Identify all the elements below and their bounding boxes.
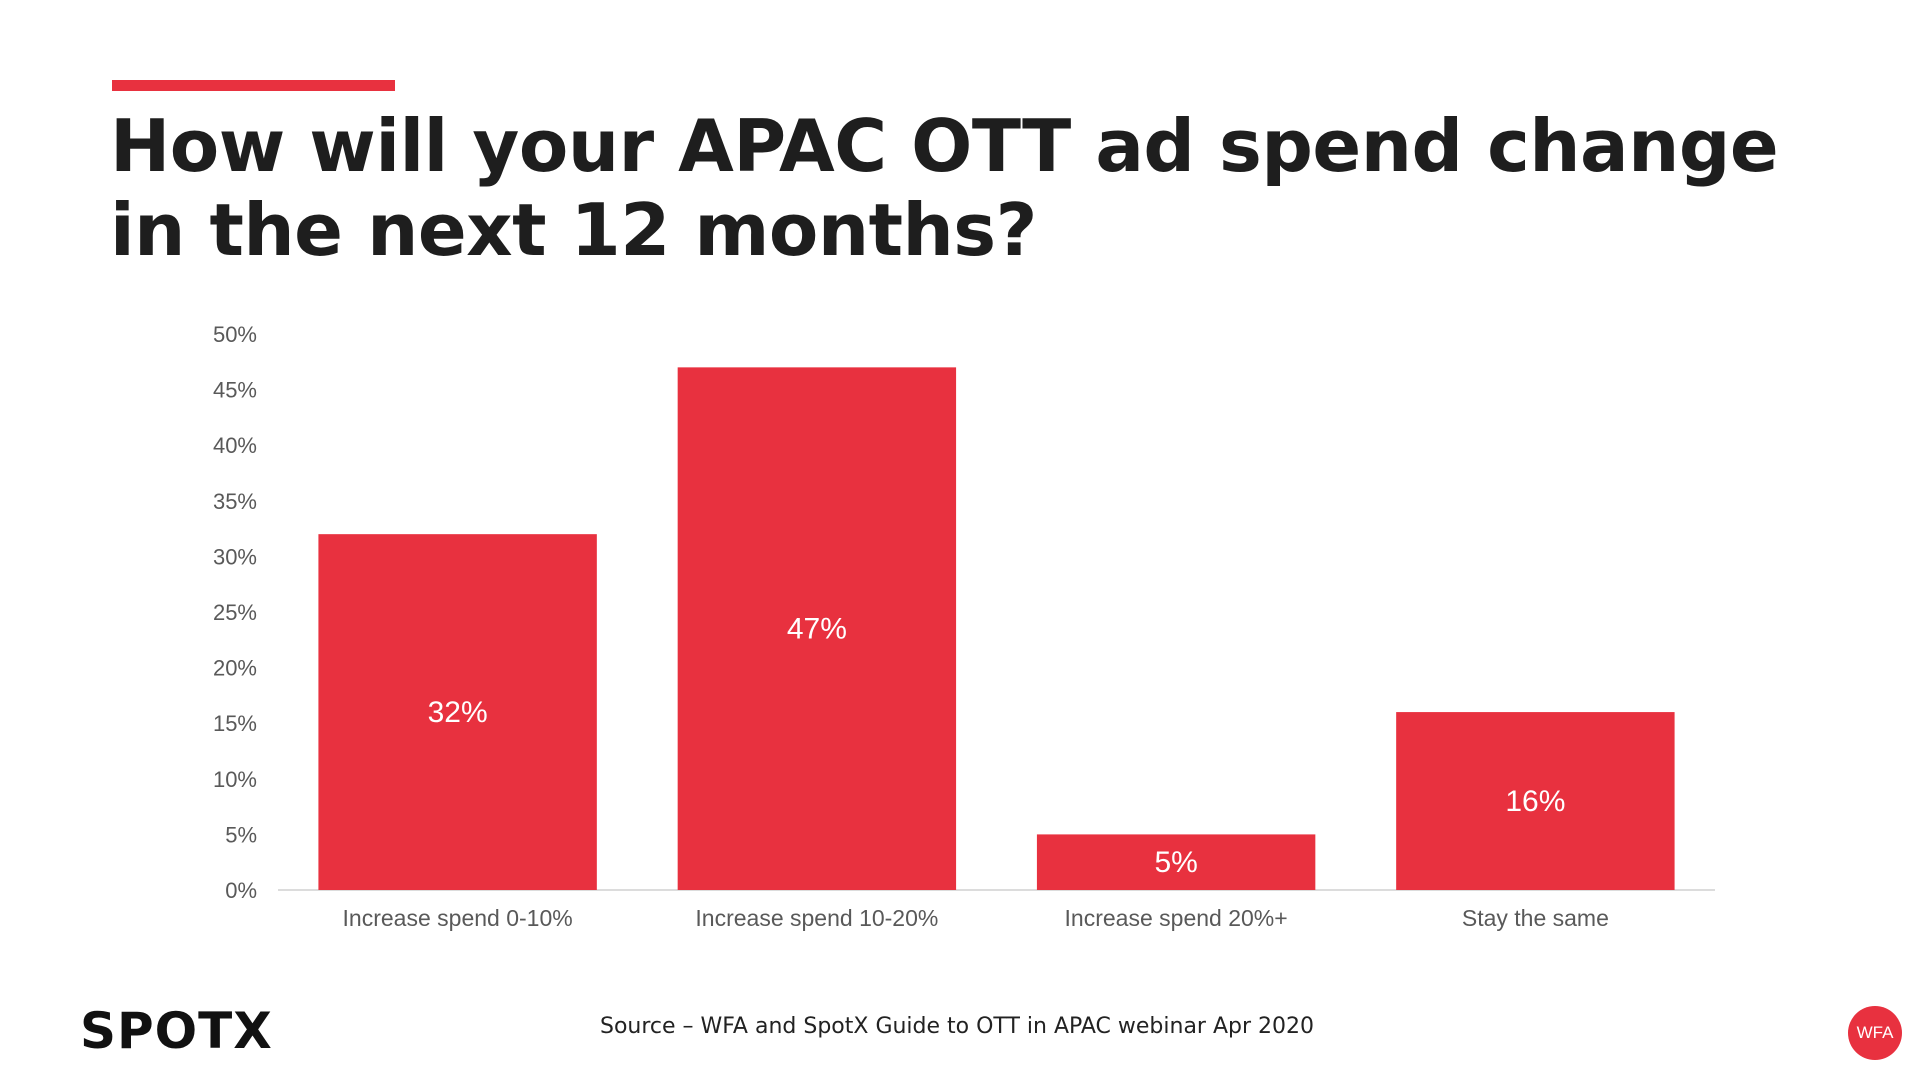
y-tick-label: 35%	[213, 489, 257, 514]
x-tick-label: Increase spend 20%+	[1065, 905, 1288, 931]
bar-data-label: 47%	[787, 613, 847, 646]
bar-data-label: 5%	[1154, 846, 1197, 879]
x-tick-label: Increase spend 0-10%	[343, 905, 573, 931]
y-axis-ticks: 0% 5% 10% 15% 20% 25% 30% 35% 40% 45% 50%	[213, 322, 257, 903]
bar-data-label: 16%	[1505, 785, 1565, 818]
bar	[1036, 834, 1316, 890]
y-tick-label: 10%	[213, 767, 257, 792]
x-axis-ticks: Increase spend 0-10% Increase spend 10-20…	[343, 905, 1609, 931]
x-tick-label: Increase spend 10-20%	[695, 905, 938, 931]
y-tick-label: 15%	[213, 711, 257, 736]
source-note: Source – WFA and SpotX Guide to OTT in A…	[600, 1014, 1315, 1039]
y-tick-label: 45%	[213, 378, 257, 403]
bar-chart: 0% 5% 10% 15% 20% 25% 30% 35% 40% 45% 50% 32% 47% 5%…	[213, 322, 1715, 931]
bar	[318, 534, 597, 890]
y-tick-label: 0%	[225, 878, 257, 903]
y-tick-label: 20%	[213, 656, 257, 681]
y-tick-label: 40%	[213, 433, 257, 458]
x-tick-label: Stay the same	[1462, 905, 1609, 931]
spotx-logo: SPOTX	[80, 1002, 273, 1060]
y-tick-label: 30%	[213, 544, 257, 569]
title-accent-bar	[112, 80, 395, 91]
bars: 32% 47% 5% 16%	[318, 367, 1675, 890]
page-title: How will your APAC OTT ad spend change i…	[110, 104, 1779, 272]
y-tick-label: 50%	[213, 322, 257, 347]
bar	[677, 367, 957, 890]
bar-data-label: 32%	[428, 696, 488, 729]
y-tick-label: 5%	[225, 822, 257, 847]
y-tick-label: 25%	[213, 600, 257, 625]
bar	[1396, 712, 1675, 890]
wfa-logo: WFA	[1848, 1006, 1902, 1060]
